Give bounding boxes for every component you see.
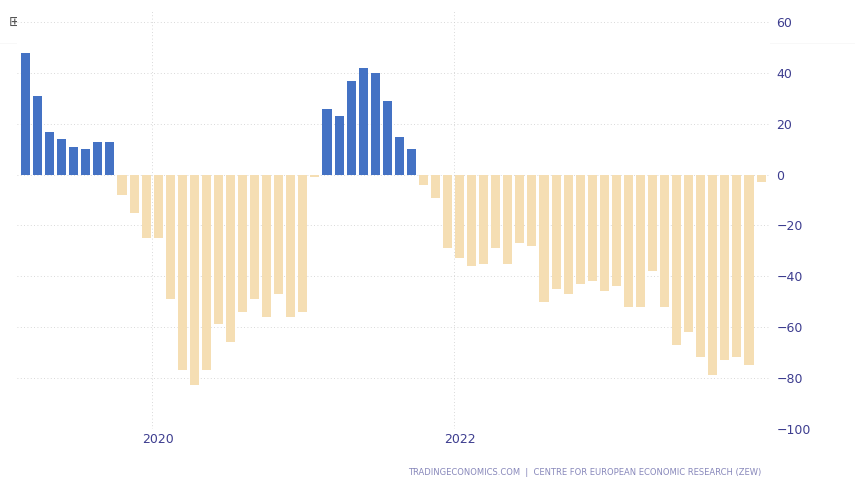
- Bar: [600, 175, 609, 292]
- Bar: [45, 131, 54, 175]
- Bar: [262, 175, 271, 317]
- Bar: [190, 175, 199, 385]
- Bar: [117, 175, 127, 195]
- Bar: [660, 175, 669, 307]
- Bar: [251, 175, 259, 299]
- Text: MAX: MAX: [227, 17, 251, 27]
- Bar: [358, 68, 368, 175]
- Text: API: API: [564, 17, 582, 27]
- Bar: [322, 109, 332, 175]
- Bar: [154, 175, 162, 238]
- Bar: [407, 150, 416, 175]
- Bar: [528, 175, 536, 246]
- Bar: [551, 175, 561, 289]
- Bar: [684, 175, 693, 332]
- Bar: [383, 101, 392, 175]
- Bar: [612, 175, 621, 286]
- Bar: [371, 73, 380, 175]
- Bar: [696, 175, 705, 357]
- Bar: [575, 175, 585, 284]
- Bar: [636, 175, 645, 307]
- Text: ⊞: ⊞: [9, 15, 21, 29]
- Bar: [274, 175, 283, 294]
- Bar: [334, 116, 344, 175]
- Bar: [492, 175, 500, 248]
- Bar: [419, 175, 428, 185]
- Text: 10Y: 10Y: [133, 17, 153, 27]
- Text: 25Y: 25Y: [180, 17, 200, 27]
- Bar: [479, 175, 488, 263]
- Bar: [33, 96, 42, 175]
- Bar: [298, 175, 308, 312]
- Bar: [81, 150, 91, 175]
- Bar: [21, 53, 30, 175]
- Bar: [624, 175, 633, 307]
- Bar: [57, 139, 66, 175]
- Bar: [226, 175, 235, 342]
- Bar: [105, 142, 115, 175]
- Bar: [395, 137, 404, 175]
- Bar: [563, 175, 573, 294]
- Text: TRADINGECONOMICS.COM  |  CENTRE FOR EUROPEAN ECONOMIC RESEARCH (ZEW): TRADINGECONOMICS.COM | CENTRE FOR EUROPE…: [408, 468, 761, 477]
- Bar: [238, 175, 247, 312]
- Bar: [467, 175, 476, 266]
- Text: Embed: Embed: [628, 17, 667, 27]
- Bar: [214, 175, 223, 324]
- Bar: [504, 175, 512, 263]
- Bar: [202, 175, 211, 370]
- Bar: [142, 175, 150, 238]
- Bar: [130, 175, 139, 213]
- Bar: [587, 175, 597, 281]
- Bar: [455, 175, 464, 259]
- Bar: [672, 175, 681, 345]
- Bar: [346, 81, 356, 175]
- Bar: [745, 175, 753, 365]
- Bar: [93, 142, 103, 175]
- Bar: [516, 175, 524, 244]
- Bar: [178, 175, 186, 370]
- Bar: [431, 175, 440, 198]
- Bar: [310, 175, 320, 177]
- Text: Export: Export: [500, 17, 537, 27]
- Bar: [443, 175, 452, 248]
- Bar: [757, 175, 765, 182]
- Bar: [708, 175, 717, 375]
- Text: Compare: Compare: [410, 17, 461, 27]
- Bar: [733, 175, 741, 357]
- Text: Chart ▾: Chart ▾: [304, 17, 344, 27]
- Bar: [69, 147, 79, 175]
- Bar: [540, 175, 549, 301]
- Text: 5Y: 5Y: [86, 17, 99, 27]
- Bar: [286, 175, 295, 317]
- Bar: [166, 175, 174, 299]
- Bar: [721, 175, 729, 360]
- Bar: [648, 175, 657, 271]
- Text: 1Y: 1Y: [43, 17, 56, 27]
